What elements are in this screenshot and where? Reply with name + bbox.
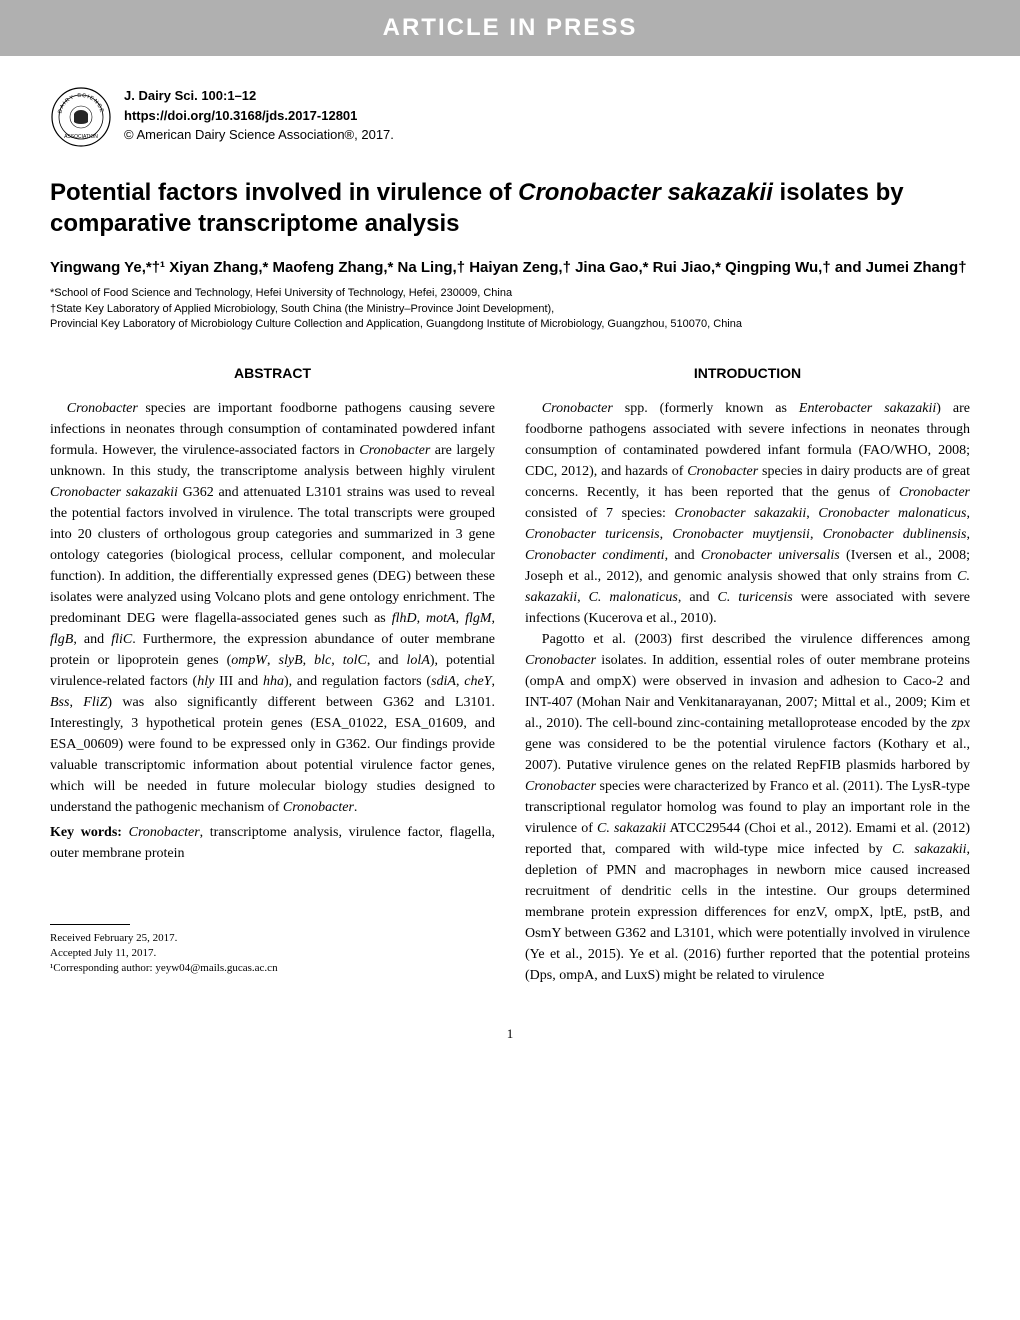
introduction-para-1: Cronobacter spp. (formerly known as Ente…: [525, 398, 970, 629]
footer-rule: [50, 924, 130, 925]
journal-meta: J. Dairy Sci. 100:1–12 https://doi.org/1…: [124, 86, 394, 145]
right-column: INTRODUCTION Cronobacter spp. (formerly …: [525, 363, 970, 986]
keywords: Key words: Cronobacter, transcriptome an…: [50, 822, 495, 864]
corresponding-author: ¹Corresponding author: yeyw04@mails.guca…: [50, 961, 495, 976]
affiliation-line-3: Provincial Key Laboratory of Microbiolog…: [50, 317, 970, 332]
introduction-para-2: Pagotto et al. (2003) first described th…: [525, 629, 970, 986]
journal-seal-icon: DAIRY SCIENCE ASSOCIATION: [50, 86, 112, 153]
article-content: DAIRY SCIENCE ASSOCIATION J. Dairy Sci. …: [0, 56, 1020, 1062]
affiliations: *School of Food Science and Technology, …: [50, 286, 970, 332]
abstract-body: Cronobacter species are important foodbo…: [50, 398, 495, 818]
authors-list: Yingwang Ye,*†¹ Xiyan Zhang,* Maofeng Zh…: [50, 257, 970, 278]
svg-text:ASSOCIATION: ASSOCIATION: [64, 134, 98, 140]
journal-info-block: DAIRY SCIENCE ASSOCIATION J. Dairy Sci. …: [50, 86, 970, 153]
article-in-press-banner: ARTICLE IN PRESS: [0, 0, 1020, 56]
title-species-italic: Cronobacter sakazakii: [518, 179, 773, 206]
affiliation-line-2: †State Key Laboratory of Applied Microbi…: [50, 302, 970, 317]
received-date: Received February 25, 2017.: [50, 931, 495, 946]
journal-copyright: © American Dairy Science Association®, 2…: [124, 125, 394, 145]
article-footer: Received February 25, 2017. Accepted Jul…: [50, 924, 495, 977]
title-text-1: Potential factors involved in virulence …: [50, 179, 518, 206]
accepted-date: Accepted July 11, 2017.: [50, 946, 495, 961]
article-title: Potential factors involved in virulence …: [50, 177, 970, 239]
affiliation-line-1: *School of Food Science and Technology, …: [50, 286, 970, 301]
abstract-heading: ABSTRACT: [50, 363, 495, 384]
left-column: ABSTRACT Cronobacter species are importa…: [50, 363, 495, 986]
page-number: 1: [50, 1026, 970, 1042]
introduction-heading: INTRODUCTION: [525, 363, 970, 384]
journal-citation: J. Dairy Sci. 100:1–12: [124, 86, 394, 106]
journal-doi: https://doi.org/10.3168/jds.2017-12801: [124, 106, 394, 126]
two-column-layout: ABSTRACT Cronobacter species are importa…: [50, 363, 970, 986]
